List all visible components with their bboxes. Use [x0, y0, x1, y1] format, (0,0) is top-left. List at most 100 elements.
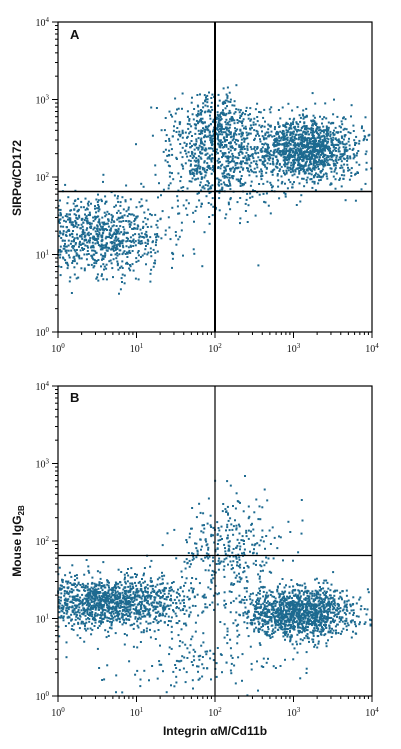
data-point [313, 136, 316, 139]
data-point [217, 152, 219, 155]
data-point [299, 158, 301, 161]
data-point [318, 136, 321, 139]
data-point [102, 618, 105, 620]
data-point [107, 246, 110, 249]
data-point [259, 149, 262, 152]
data-point [290, 161, 293, 164]
data-point [163, 574, 166, 577]
data-point [369, 624, 372, 627]
data-point [117, 209, 120, 212]
data-point [150, 602, 153, 605]
data-point [68, 230, 71, 232]
data-point [112, 246, 115, 249]
data-point [288, 128, 291, 131]
data-point [188, 606, 191, 609]
data-point [136, 594, 139, 597]
data-point [273, 149, 276, 152]
data-point [285, 129, 288, 132]
data-point [139, 608, 142, 610]
data-point [229, 169, 232, 172]
data-point [229, 208, 232, 211]
data-point [265, 192, 268, 195]
data-point [96, 596, 99, 599]
data-point [289, 143, 292, 146]
data-point [123, 621, 125, 624]
data-point [78, 216, 81, 219]
data-point [329, 594, 332, 597]
data-point [322, 582, 325, 585]
data-point [93, 586, 96, 589]
data-point [78, 243, 81, 246]
data-point [353, 156, 356, 158]
data-point [213, 608, 215, 611]
data-point [268, 155, 271, 158]
data-point [233, 132, 236, 135]
data-point [250, 148, 253, 151]
data-point [107, 617, 110, 620]
data-point [299, 200, 302, 203]
data-point [265, 631, 268, 634]
data-point [159, 604, 162, 607]
data-point [218, 127, 221, 130]
data-point [62, 256, 64, 259]
data-point [236, 156, 239, 159]
data-point [341, 141, 344, 143]
data-point [154, 213, 157, 216]
data-point [233, 169, 236, 172]
data-point [230, 583, 233, 586]
data-point [233, 168, 236, 170]
data-point [265, 155, 268, 158]
data-point [199, 109, 202, 111]
data-point [325, 161, 328, 164]
data-point [325, 117, 328, 120]
data-point [125, 610, 128, 613]
data-point [143, 252, 146, 255]
data-point [100, 620, 103, 623]
data-point [197, 177, 200, 180]
data-point [324, 149, 327, 152]
data-point [280, 154, 283, 157]
data-point [263, 200, 266, 203]
data-point [293, 147, 296, 150]
data-point [336, 115, 339, 118]
data-point [289, 150, 292, 153]
data-point [294, 170, 297, 173]
data-point [296, 176, 299, 179]
data-point [311, 134, 314, 137]
data-point [228, 109, 231, 112]
data-point [221, 187, 224, 190]
data-point [101, 216, 104, 219]
data-point [171, 153, 174, 156]
data-point [156, 611, 159, 614]
data-point [93, 602, 96, 605]
data-point [276, 173, 279, 175]
data-point [132, 591, 135, 594]
data-point [95, 585, 97, 588]
data-point [322, 165, 325, 168]
data-point [239, 129, 242, 132]
data-point [191, 135, 193, 137]
data-point [245, 151, 248, 154]
data-point [163, 592, 166, 595]
data-point [116, 218, 119, 221]
data-point [176, 591, 179, 594]
data-point [258, 193, 261, 196]
y-tick-label: 104 [36, 16, 50, 29]
data-point [135, 575, 138, 578]
data-point [258, 134, 261, 137]
data-point [229, 155, 232, 158]
data-point [170, 594, 172, 597]
data-point [238, 111, 241, 114]
data-point [195, 159, 198, 162]
data-point [92, 266, 95, 269]
data-point [286, 145, 289, 148]
data-point [197, 129, 200, 132]
data-point [110, 253, 113, 256]
data-point [136, 603, 139, 606]
data-point [71, 260, 74, 262]
data-point [318, 158, 321, 161]
data-point [326, 159, 329, 162]
data-point [177, 189, 180, 192]
data-point [334, 164, 337, 167]
data-point [75, 221, 78, 224]
